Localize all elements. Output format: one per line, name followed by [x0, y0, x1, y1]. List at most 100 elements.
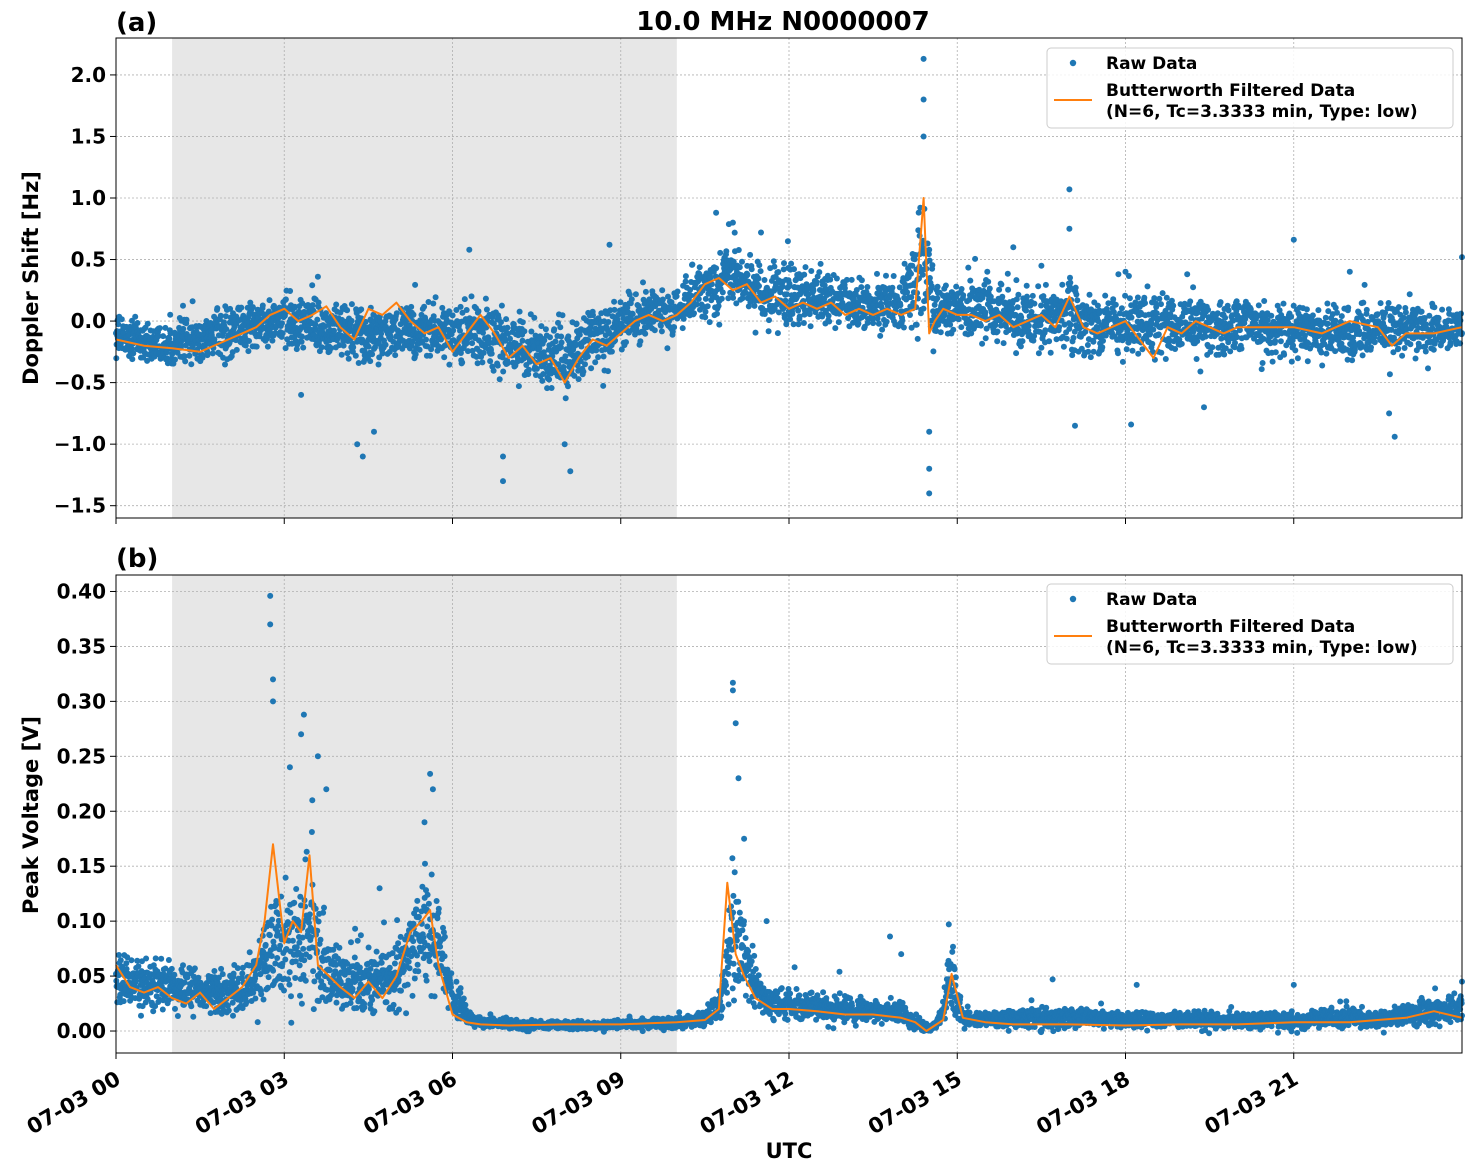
- raw-point: [592, 359, 599, 366]
- raw-point: [209, 350, 216, 357]
- raw-point: [914, 335, 921, 342]
- raw-point: [864, 284, 871, 290]
- raw-point: [1324, 320, 1331, 327]
- raw-point: [204, 350, 211, 357]
- raw-point: [1435, 315, 1442, 322]
- raw-point: [900, 324, 907, 331]
- raw-point: [796, 313, 803, 320]
- raw-point: [298, 333, 305, 340]
- raw-point: [832, 325, 839, 332]
- raw-point: [551, 326, 558, 333]
- raw-point: [642, 330, 649, 337]
- raw-point: [164, 349, 170, 356]
- raw-point: [311, 978, 318, 985]
- raw-point: [996, 286, 1003, 293]
- raw-point: [354, 441, 361, 448]
- panel-a-ylabel: Doppler Shift [Hz]: [19, 171, 43, 385]
- raw-point: [1059, 281, 1066, 288]
- raw-point: [1099, 344, 1106, 351]
- raw-point: [890, 273, 897, 279]
- raw-point: [375, 361, 382, 368]
- raw-point: [1261, 298, 1268, 304]
- raw-point: [565, 383, 571, 390]
- raw-point: [282, 296, 289, 303]
- raw-point: [365, 343, 372, 350]
- raw-point: [483, 306, 490, 313]
- panel-b-label: (b): [116, 544, 158, 574]
- raw-point: [1377, 300, 1384, 307]
- raw-point: [214, 305, 221, 312]
- raw-point: [942, 282, 949, 289]
- raw-point: [128, 957, 135, 964]
- raw-point: [1268, 312, 1275, 319]
- raw-point: [503, 316, 510, 323]
- raw-point: [623, 339, 629, 346]
- raw-point: [279, 320, 285, 327]
- raw-point: [1142, 300, 1148, 307]
- raw-point: [457, 327, 463, 334]
- raw-point: [1063, 335, 1070, 342]
- raw-point: [172, 356, 178, 363]
- raw-point: [238, 304, 245, 311]
- raw-point: [230, 970, 237, 977]
- raw-point: [466, 246, 473, 253]
- raw-point: [306, 954, 313, 960]
- raw-point: [180, 325, 187, 332]
- raw-point: [340, 342, 347, 349]
- raw-point: [1115, 271, 1122, 278]
- raw-point: [1129, 347, 1136, 354]
- raw-point: [242, 342, 249, 349]
- raw-point: [181, 979, 188, 986]
- raw-point: [272, 330, 279, 337]
- raw-point: [288, 1019, 295, 1026]
- panel-a-label: (a): [116, 8, 157, 38]
- raw-point: [1281, 351, 1288, 358]
- raw-point: [1073, 291, 1080, 298]
- raw-point: [469, 340, 476, 347]
- raw-point: [180, 302, 186, 309]
- raw-point: [1060, 343, 1067, 350]
- raw-point: [1361, 281, 1368, 288]
- raw-point: [813, 279, 820, 286]
- raw-point: [463, 307, 470, 313]
- raw-point: [929, 262, 936, 269]
- raw-point: [1303, 306, 1310, 313]
- y-tick-label: 2.0: [71, 63, 106, 87]
- raw-point: [1066, 186, 1073, 193]
- raw-point: [979, 340, 986, 347]
- raw-point: [659, 296, 666, 303]
- raw-point: [321, 904, 327, 911]
- raw-point: [626, 291, 633, 298]
- raw-point: [1288, 358, 1295, 365]
- raw-point: [808, 268, 815, 274]
- raw-point: [567, 468, 574, 475]
- y-tick-label: −1.5: [54, 494, 106, 518]
- raw-point: [479, 359, 486, 366]
- raw-point: [972, 255, 979, 262]
- raw-point: [542, 326, 549, 333]
- raw-point: [1000, 340, 1007, 347]
- raw-point: [766, 317, 772, 324]
- raw-point: [408, 303, 415, 310]
- raw-point: [218, 965, 225, 972]
- raw-point: [1395, 304, 1402, 311]
- raw-point: [1015, 291, 1022, 298]
- raw-point: [143, 955, 150, 962]
- raw-point: [1431, 304, 1438, 311]
- raw-point: [709, 294, 716, 301]
- raw-point: [908, 270, 914, 277]
- raw-point: [1418, 308, 1425, 315]
- raw-point: [515, 383, 522, 390]
- raw-point: [689, 261, 696, 268]
- raw-point: [1038, 262, 1045, 269]
- raw-point: [189, 298, 196, 305]
- raw-point: [1332, 304, 1339, 311]
- raw-point: [926, 490, 933, 497]
- raw-point: [657, 322, 664, 329]
- raw-point: [561, 441, 568, 448]
- raw-point: [309, 282, 316, 289]
- raw-point: [211, 968, 218, 974]
- raw-point: [308, 829, 315, 835]
- raw-point: [262, 941, 269, 948]
- raw-point: [1309, 312, 1316, 319]
